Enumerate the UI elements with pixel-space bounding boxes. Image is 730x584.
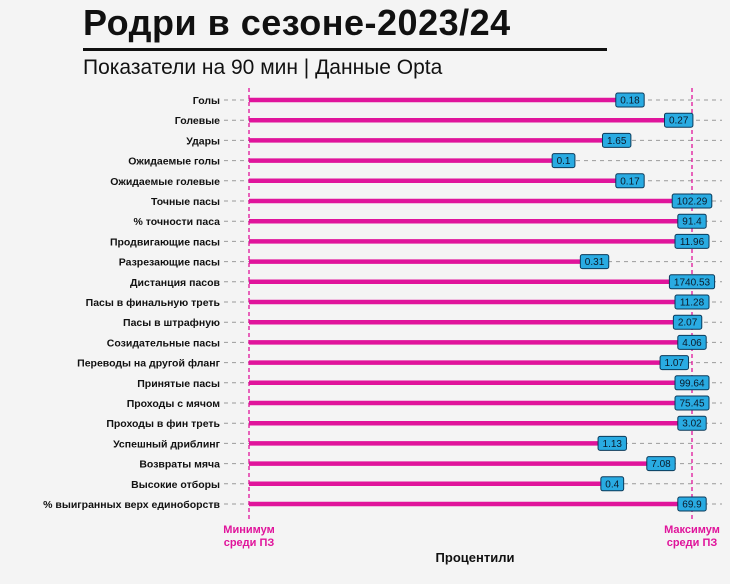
value-label: 3.02 — [682, 419, 702, 430]
row-label: Принятые пасы — [137, 378, 220, 390]
row-label: Переводы на другой фланг — [77, 358, 220, 370]
row-label: Созидательные пасы — [107, 337, 220, 349]
maximum-guide-label: Максимум среди ПЗ — [656, 524, 728, 550]
value-label: 11.28 — [680, 298, 705, 309]
row-label: Ожидаемые голы — [128, 156, 220, 168]
value-label-box — [597, 435, 627, 451]
row-label: % выигранных верх единоборств — [43, 499, 220, 511]
minimum-guide-label: Минимум среди ПЗ — [215, 524, 283, 550]
value-label-box — [677, 415, 707, 431]
value-label-box — [674, 395, 710, 411]
value-label: 1.13 — [603, 439, 623, 450]
value-label-box — [677, 496, 707, 512]
value-label: 0.4 — [605, 479, 619, 490]
chart-subtitle: Показатели на 90 мин | Данные Opta — [83, 56, 443, 79]
value-label-box — [672, 314, 703, 330]
value-label: 0.18 — [620, 96, 640, 107]
row-label: Разрезающие пасы — [119, 257, 220, 269]
value-label: 2.07 — [678, 318, 698, 329]
value-label: 99.64 — [679, 378, 704, 389]
value-label-box — [646, 456, 676, 472]
value-label: 0.1 — [557, 156, 571, 167]
row-label: Точные пасы — [151, 196, 220, 208]
value-label: 4.06 — [682, 338, 702, 349]
value-label: 69.9 — [682, 500, 702, 511]
value-label-box — [671, 193, 713, 209]
value-label-box — [668, 274, 716, 290]
row-label: % точности паса — [134, 216, 221, 228]
value-label-box — [615, 92, 645, 108]
value-label-box — [615, 173, 645, 189]
minimum-guide-label-line2: среди ПЗ — [223, 537, 275, 549]
value-label: 102.29 — [677, 197, 708, 208]
maximum-guide-label-line1: Максимум — [664, 524, 720, 536]
minimum-guide-label-line1: Минимум — [223, 524, 275, 536]
value-label-box — [677, 213, 707, 229]
row-label: Голы — [193, 95, 220, 107]
value-label-box — [664, 112, 694, 128]
value-label-box — [579, 254, 610, 270]
row-label: Пасы в финальную треть — [86, 297, 221, 309]
value-label-box — [677, 334, 707, 350]
value-label: 0.27 — [669, 116, 689, 127]
value-label-box — [659, 355, 689, 371]
row-label: Пасы в штрафную — [123, 317, 220, 329]
value-label: 11.96 — [680, 237, 705, 248]
value-label-box — [601, 132, 632, 148]
row-label: Возвраты мяча — [139, 459, 220, 471]
row-label: Проходы с мячом — [127, 398, 221, 410]
chart-title: Родри в сезоне-2023/24 — [83, 2, 511, 43]
row-label: Высокие отборы — [131, 479, 220, 491]
row-label: Ожидаемые голевые — [110, 176, 220, 188]
value-label-box — [674, 375, 710, 391]
value-label: 1.65 — [607, 136, 627, 147]
value-label: 91.4 — [682, 217, 702, 228]
row-label: Успешный дриблинг — [113, 438, 221, 450]
value-label: 0.31 — [585, 257, 605, 268]
value-label-box — [600, 476, 625, 492]
value-label: 1740.53 — [674, 277, 711, 288]
title-underline — [83, 48, 607, 51]
row-label: Голевые — [175, 115, 220, 127]
value-label: 75.45 — [679, 399, 704, 410]
row-label: Удары — [186, 135, 220, 147]
maximum-guide-label-line2: среди ПЗ — [666, 537, 718, 549]
value-label: 1.07 — [665, 358, 685, 369]
value-label-box — [551, 153, 576, 169]
value-label-box — [674, 233, 710, 249]
row-label: Продвигающие пасы — [110, 236, 220, 248]
row-label: Дистанция пасов — [130, 277, 220, 289]
value-label: 0.17 — [620, 176, 640, 187]
value-label: 7.08 — [651, 459, 671, 470]
row-label: Проходы в фин треть — [106, 418, 220, 430]
value-label-box — [674, 294, 710, 310]
x-axis-label: Процентили — [435, 550, 515, 565]
